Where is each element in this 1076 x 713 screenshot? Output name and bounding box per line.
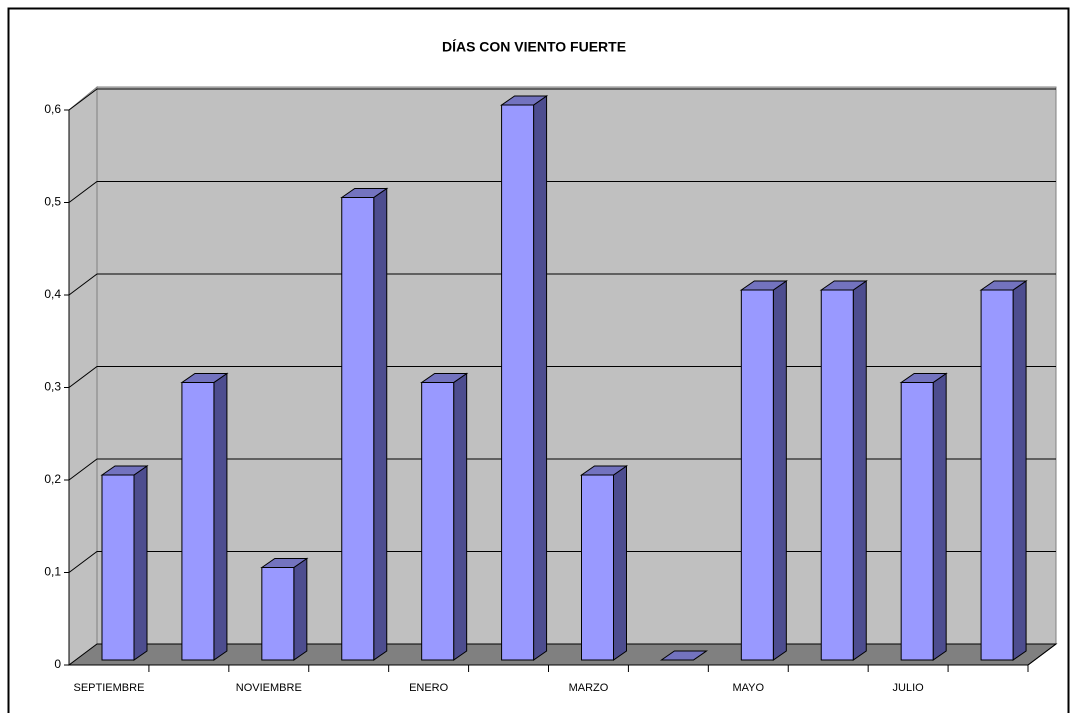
y-tick-label: 0,4	[44, 287, 61, 301]
bar-front	[421, 382, 455, 661]
chart-title: DÍAS CON VIENTO FUERTE	[442, 39, 626, 55]
bar	[260, 557, 309, 661]
bar-front	[980, 289, 1014, 661]
grid-line	[68, 366, 1056, 388]
bar	[739, 280, 788, 661]
grid-line	[68, 458, 1056, 481]
y-tick-label: 0,3	[44, 380, 61, 394]
bar-side	[373, 187, 388, 661]
bar-side	[133, 465, 148, 661]
bar-side	[772, 280, 787, 661]
bar-top	[659, 650, 709, 661]
x-tick-label: MAYO	[733, 682, 765, 694]
x-axis-depth	[1027, 643, 1057, 666]
bar-side	[1012, 280, 1027, 661]
bar-front	[261, 567, 295, 661]
bar-side	[453, 372, 468, 661]
bar	[100, 465, 149, 661]
side-wall	[68, 85, 98, 666]
grid-line	[68, 88, 1056, 111]
x-tick-label: ENERO	[409, 682, 449, 694]
bar-side	[533, 95, 548, 661]
bar-front	[900, 382, 934, 661]
y-tick-label: 0,6	[44, 102, 61, 116]
bar	[579, 465, 629, 661]
bar-side	[613, 465, 627, 661]
bar-front	[181, 382, 215, 661]
bar	[499, 95, 549, 661]
bar	[659, 650, 709, 661]
bar	[819, 280, 868, 661]
y-tick-label: 0,2	[44, 472, 61, 486]
bar-front	[341, 197, 375, 661]
bar-front	[740, 289, 774, 661]
y-tick-label: 0	[54, 657, 61, 671]
bar	[420, 372, 469, 661]
bar-front	[581, 474, 614, 661]
x-tick-label: JULIO	[893, 682, 925, 694]
x-tick-label: NOVIEMBRE	[236, 682, 302, 694]
x-tick-label: SEPTIEMBRE	[74, 682, 145, 694]
bar-front	[501, 104, 535, 661]
bar-side	[293, 557, 308, 661]
bar	[180, 372, 229, 661]
frame	[7, 7, 1070, 713]
y-tick-label: 0,5	[44, 195, 61, 209]
bar-side	[213, 372, 228, 661]
bar-side	[932, 372, 947, 661]
bar	[340, 187, 389, 661]
grid-line	[68, 273, 1056, 296]
x-tick-label: MARZO	[569, 682, 609, 694]
bar-side	[852, 280, 867, 661]
bar	[899, 372, 948, 661]
y-tick-label: 0,1	[44, 565, 61, 579]
grid-line	[68, 551, 1056, 573]
bar-front	[101, 474, 135, 661]
bar-front	[820, 289, 854, 661]
bar	[979, 280, 1028, 661]
grid-line	[68, 181, 1056, 203]
